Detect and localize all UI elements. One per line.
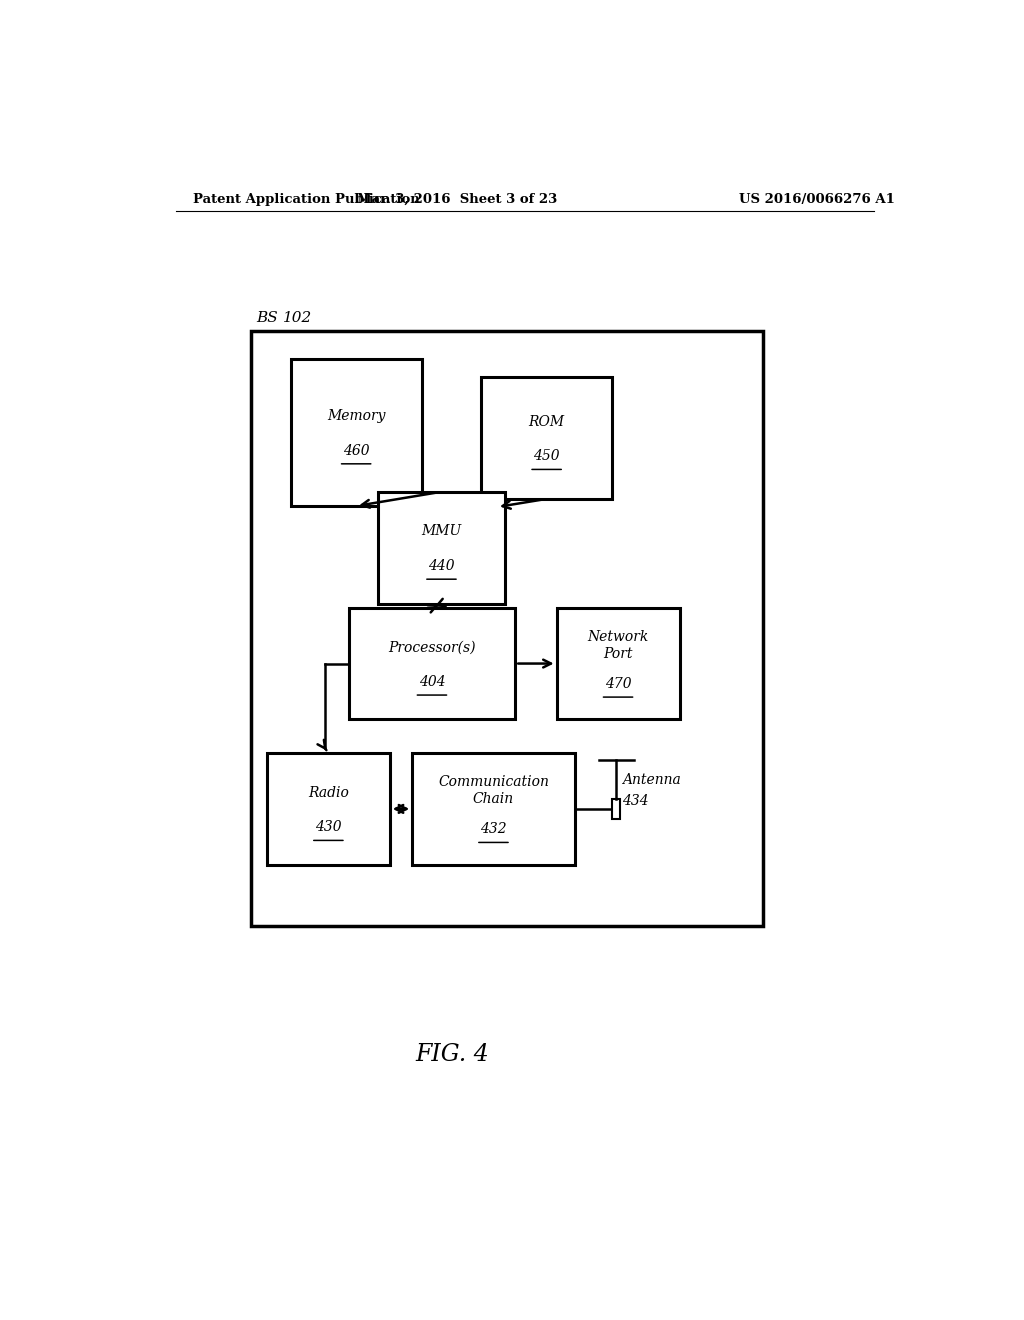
Text: Patent Application Publication: Patent Application Publication <box>194 193 420 206</box>
Text: Processor(s): Processor(s) <box>388 640 476 655</box>
Text: US 2016/0066276 A1: US 2016/0066276 A1 <box>739 193 895 206</box>
Text: FIG. 4: FIG. 4 <box>415 1043 488 1067</box>
Bar <box>378 492 505 603</box>
Text: Mar. 3, 2016  Sheet 3 of 23: Mar. 3, 2016 Sheet 3 of 23 <box>357 193 557 206</box>
Bar <box>251 331 763 925</box>
Text: 460: 460 <box>343 444 370 458</box>
Text: 434: 434 <box>622 793 648 808</box>
Text: Radio: Radio <box>308 785 349 800</box>
Bar <box>557 607 680 719</box>
Text: 102: 102 <box>283 312 312 325</box>
Text: Network
Port: Network Port <box>588 630 648 660</box>
Text: 470: 470 <box>605 677 632 690</box>
Text: BS: BS <box>257 312 284 325</box>
Bar <box>481 378 612 499</box>
Text: 440: 440 <box>428 558 455 573</box>
Bar <box>412 752 574 865</box>
Bar <box>348 607 515 719</box>
Text: 404: 404 <box>419 675 445 689</box>
Bar <box>267 752 390 865</box>
Text: Communication
Chain: Communication Chain <box>438 775 549 807</box>
Bar <box>291 359 422 506</box>
Text: MMU: MMU <box>421 524 462 539</box>
Text: Memory: Memory <box>327 409 385 422</box>
Text: 430: 430 <box>315 820 342 834</box>
Text: Antenna: Antenna <box>622 774 680 788</box>
Bar <box>612 799 621 818</box>
Text: 450: 450 <box>534 449 560 463</box>
Text: ROM: ROM <box>528 414 564 429</box>
Text: 432: 432 <box>480 822 507 837</box>
